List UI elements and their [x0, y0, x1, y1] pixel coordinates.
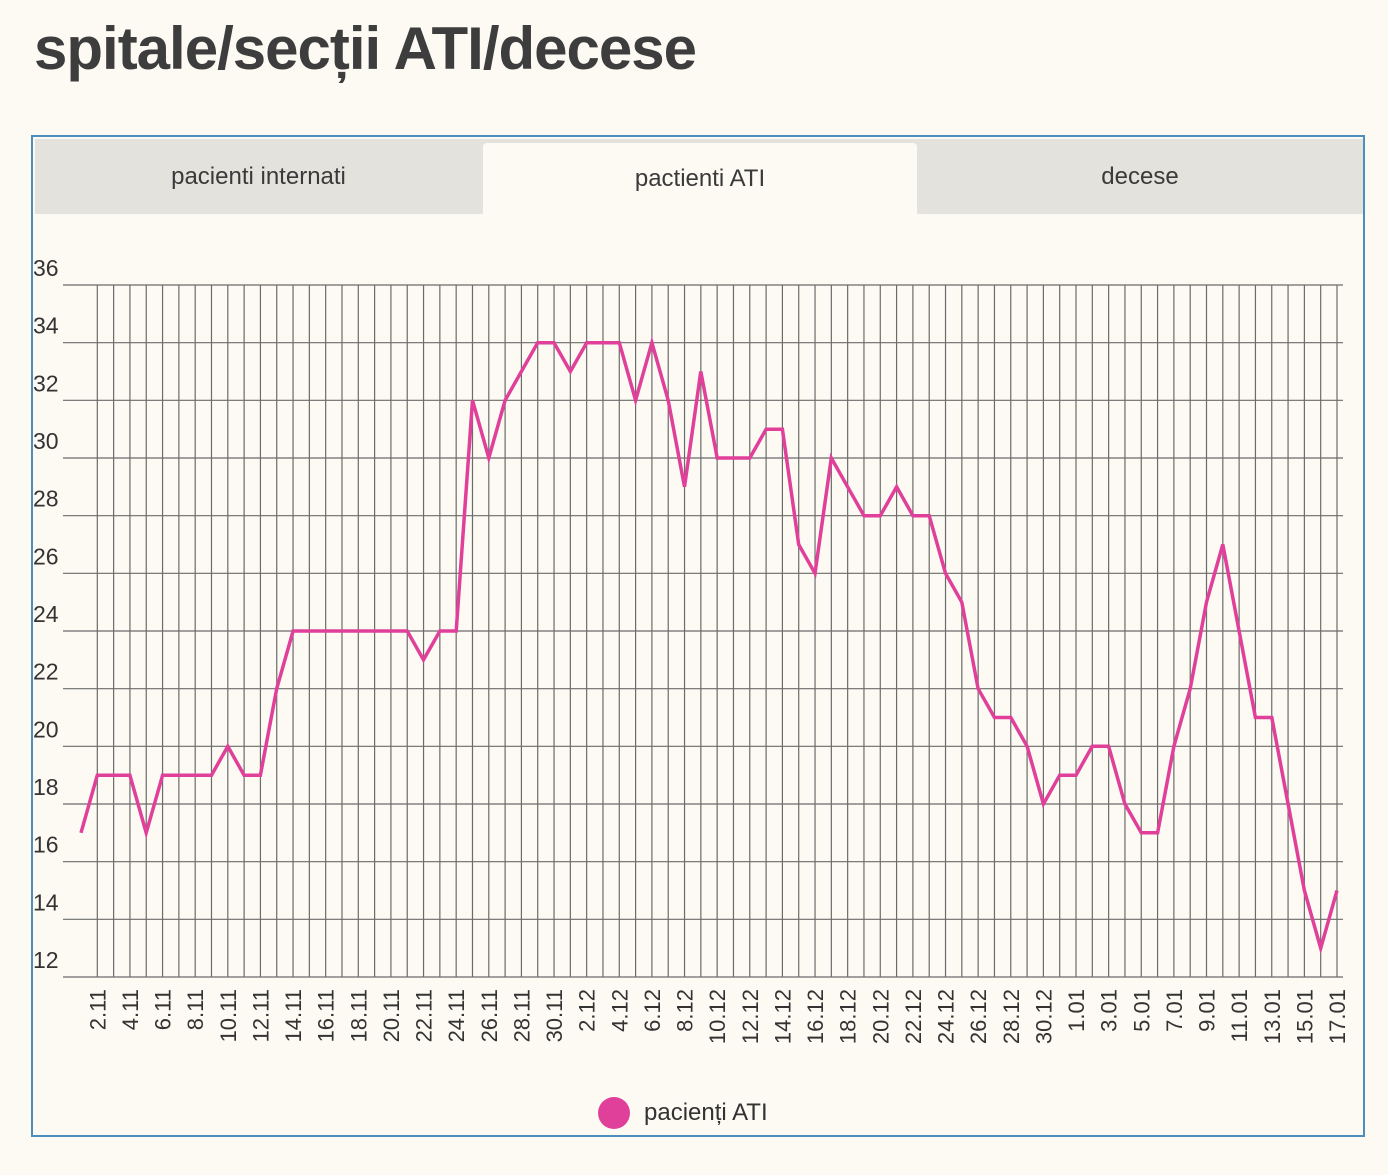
- x-tick-label: 24.12: [934, 989, 959, 1044]
- y-tick-label: 18: [33, 774, 59, 800]
- x-tick-label: 28.12: [999, 989, 1024, 1044]
- y-tick-label: 26: [33, 543, 59, 569]
- x-tick-label: 8.12: [673, 989, 698, 1032]
- x-tick-label: 13.01: [1260, 989, 1285, 1044]
- x-tick-label: 5.01: [1129, 989, 1154, 1032]
- tab-bar: pacienti internati pactienti ATI decese: [35, 139, 1363, 214]
- x-tick-label: 3.01: [1097, 989, 1122, 1032]
- x-tick-label: 20.11: [379, 989, 404, 1042]
- x-tick-label: 12.12: [738, 989, 763, 1044]
- y-tick-label: 28: [33, 486, 59, 512]
- x-tick-label: 4.11: [118, 989, 143, 1030]
- series-line-pacienti-ati: [79, 336, 1339, 955]
- legend[interactable]: pacienți ATI: [598, 1097, 768, 1129]
- x-tick-label: 9.01: [1195, 989, 1220, 1032]
- tab-decese[interactable]: decese: [1101, 162, 1179, 190]
- x-tick-label: 30.11: [542, 989, 567, 1042]
- x-tick-label: 10.12: [705, 989, 730, 1044]
- x-tick-label: 4.12: [607, 989, 632, 1032]
- x-tick-label: 18.11: [346, 989, 371, 1042]
- x-tick-label: 1.01: [1064, 989, 1089, 1032]
- y-tick-label: 36: [33, 255, 59, 281]
- x-tick-label: 22.12: [901, 989, 926, 1044]
- x-tick-label: 6.12: [640, 989, 665, 1032]
- x-tick-label: 6.11: [151, 989, 176, 1030]
- y-tick-label: 30: [33, 428, 59, 454]
- y-tick-label: 34: [33, 313, 59, 339]
- tab-pacienti-internati[interactable]: pacienti internati: [171, 162, 346, 190]
- x-tick-label: 16.11: [314, 989, 339, 1042]
- x-tick-label: 26.12: [966, 989, 991, 1044]
- y-tick-label: 24: [33, 601, 59, 627]
- page-title: spitale/secții ATI/decese: [34, 15, 697, 82]
- x-tick-label: 14.11: [281, 989, 306, 1042]
- chart-panel: pacienti internati pactienti ATI decese …: [31, 135, 1365, 1137]
- x-tick-label: 10.11: [216, 989, 241, 1042]
- y-tick-label: 12: [33, 947, 59, 973]
- x-tick-label: 30.12: [1031, 989, 1056, 1044]
- x-tick-label: 17.01: [1325, 989, 1350, 1044]
- x-tick-label: 7.01: [1162, 989, 1187, 1032]
- line-chart: 12 14 16 18 20 22 24 26 28 30 32 34 36 2.11 4.11 6.11 8.…: [33, 255, 1350, 1044]
- x-tick-label: 22.11: [412, 989, 437, 1042]
- x-tick-label: 28.11: [509, 989, 534, 1042]
- y-tick-label: 20: [33, 716, 59, 742]
- x-tick-label: 2.11: [85, 989, 110, 1030]
- x-tick-label: 20.12: [868, 989, 893, 1044]
- x-tick-label: 11.01: [1227, 989, 1252, 1042]
- y-tick-label: 16: [33, 832, 59, 858]
- y-tick-label: 32: [33, 370, 59, 396]
- legend-label: pacienți ATI: [644, 1099, 768, 1126]
- x-tick-label: 2.12: [575, 989, 600, 1032]
- x-tick-label: 16.12: [803, 989, 828, 1044]
- x-tick-label: 24.11: [444, 989, 469, 1042]
- tab-pacienti-ati[interactable]: pactienti ATI: [483, 143, 917, 214]
- x-tick-label: 8.11: [183, 989, 208, 1030]
- x-tick-label: 14.12: [770, 989, 795, 1044]
- y-tick-label: 22: [33, 659, 59, 685]
- x-tick-label: 15.01: [1292, 989, 1317, 1044]
- x-tick-label: 26.11: [477, 989, 502, 1042]
- legend-marker: [598, 1097, 630, 1129]
- y-tick-label: 14: [33, 889, 59, 915]
- x-tick-label: 12.11: [248, 989, 273, 1042]
- x-tick-label: 18.12: [836, 989, 861, 1044]
